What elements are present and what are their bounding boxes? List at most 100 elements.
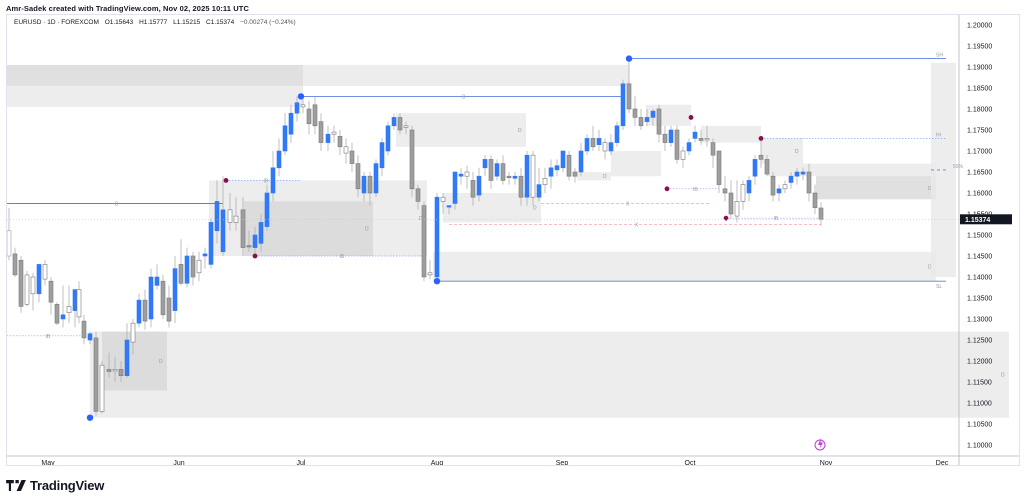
candle-body (650, 110, 656, 118)
candle (172, 256, 178, 324)
price-tick-label: 1.17000 (967, 149, 992, 156)
candle (12, 247, 18, 277)
candle-body (391, 117, 397, 127)
candle (136, 293, 142, 328)
candle-body (434, 196, 440, 278)
candle-body (500, 163, 506, 181)
candle (264, 184, 270, 231)
candle-body (818, 207, 824, 220)
candlestick-chart[interactable]: DDDDDDDDDDSHSLBBIBIBIBIBIBIH50%XX1.20000… (7, 15, 1019, 465)
candle-body (246, 245, 252, 248)
ohlc-close: C1.15374 (206, 19, 235, 26)
time-tick-label: Oct (685, 460, 696, 465)
candle (494, 159, 500, 181)
candle-body (124, 339, 130, 377)
candle (434, 193, 440, 282)
lightning-icon[interactable] (814, 438, 826, 451)
candle-body (584, 138, 590, 152)
candle (722, 176, 728, 202)
candle (349, 142, 355, 172)
candle (48, 277, 54, 315)
candle-body (196, 259, 202, 274)
candle (427, 260, 433, 280)
candle-body (554, 165, 560, 171)
candle-body (355, 163, 361, 190)
candle-body (300, 104, 306, 108)
candle (512, 172, 518, 185)
candle (686, 138, 692, 156)
candle (160, 274, 166, 319)
candle (379, 138, 385, 177)
candle (373, 159, 379, 198)
candle-body (30, 276, 36, 295)
candle (464, 165, 470, 189)
candle-body (452, 171, 458, 204)
candle (99, 361, 105, 414)
candle-body (740, 184, 746, 202)
order-block-zone (244, 201, 373, 256)
candle (548, 159, 554, 189)
candle-body (264, 192, 270, 227)
candle-body (662, 133, 668, 143)
candle-body (415, 188, 421, 202)
line-label: IB (264, 178, 269, 184)
candle-body (288, 112, 294, 135)
candle-body (704, 138, 710, 141)
candle (106, 352, 112, 378)
candle-body (788, 175, 794, 183)
candle (87, 331, 93, 345)
candle (66, 285, 72, 324)
candle (440, 193, 446, 214)
candle (220, 176, 226, 256)
chart-pane[interactable]: D D D D D D D D D D SH SL B B IB IB IB IB IB IH 50% X X 1.20000… (6, 14, 1020, 466)
candle-body (680, 150, 686, 160)
candle-body (686, 142, 692, 152)
candle (403, 121, 409, 135)
candle (698, 130, 704, 145)
candle-body (258, 222, 264, 244)
zone-label: D (1001, 373, 1005, 379)
order-block-zone (303, 64, 629, 86)
candle-body (698, 138, 704, 141)
candle-body (154, 276, 160, 286)
candle (632, 96, 638, 126)
liquidity-marker (723, 215, 729, 221)
candle-body (530, 154, 536, 198)
candle-body (542, 178, 548, 185)
liquidity-marker (758, 136, 764, 141)
candle (421, 201, 427, 282)
line-label: SL (936, 284, 942, 290)
liquidity-marker (664, 186, 670, 192)
candle (190, 251, 196, 286)
candle-body (142, 299, 148, 322)
symbol-name[interactable]: EURUSD · 1D · FOREXCOM (14, 19, 99, 26)
candle (656, 104, 662, 143)
candle-body (632, 108, 638, 118)
candle (361, 172, 367, 202)
candle (530, 151, 536, 206)
candle (112, 356, 118, 382)
candle (325, 125, 331, 151)
order-block-zone (701, 125, 761, 143)
candle (812, 184, 818, 214)
last-price-badge (960, 214, 1012, 225)
candle-body (81, 320, 87, 339)
candle (227, 193, 233, 231)
swing-point-marker (433, 278, 441, 285)
candle (584, 134, 590, 156)
candle (476, 167, 482, 202)
candle-body (626, 83, 632, 110)
candle-body (24, 274, 30, 305)
candle-body (596, 138, 602, 146)
candle-body (252, 234, 258, 248)
candle (7, 207, 12, 261)
candle-body (464, 171, 470, 177)
candle (710, 138, 716, 168)
line-label: X (635, 223, 639, 229)
candle-body (60, 314, 66, 320)
candle (208, 218, 214, 269)
tradingview-brand[interactable]: TradingView (6, 478, 104, 493)
candle (590, 125, 596, 151)
candle-body (674, 129, 680, 160)
candle-body (385, 125, 391, 152)
